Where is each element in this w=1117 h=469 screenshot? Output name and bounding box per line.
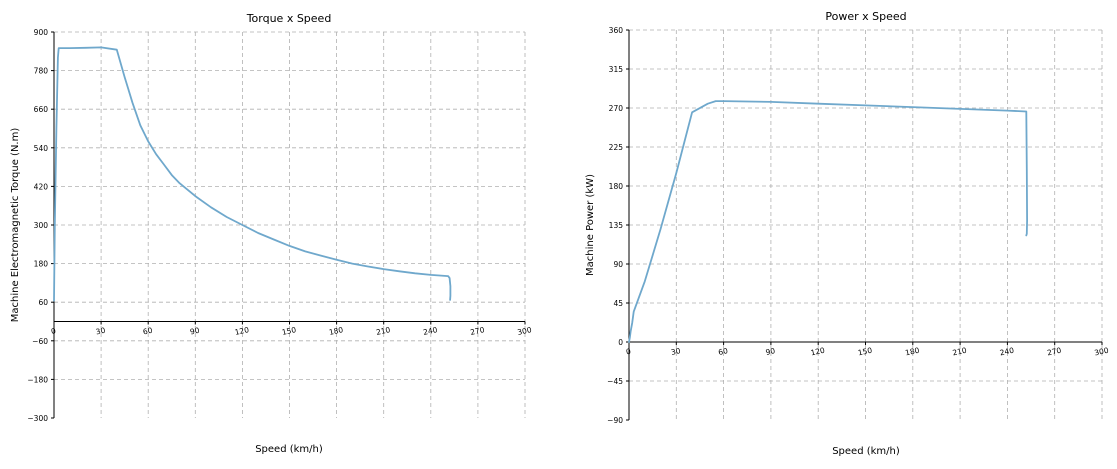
torque-y-tick-label: 660 [34,105,49,114]
torque-tick-labels: −300 −180 −60 60 180 300 420 540 660 780 900 0 30 60 9… [27,28,532,423]
torque-x-tick-label: 90 [189,326,200,337]
torque-y-tick-label: −180 [27,375,48,384]
torque-y-axis-label: Machine Electromagnetic Torque (N.m) [10,128,21,323]
torque-grid [54,31,526,418]
power-chart-title: Power x Speed [825,10,906,23]
power-x-tick-label: 270 [1046,346,1062,358]
torque-y-tick-label: 540 [34,144,49,153]
power-y-tick-label: −45 [607,377,623,386]
power-x-tick-label: 180 [904,346,920,358]
power-y-tick-label: 45 [613,299,623,308]
torque-x-tick-label: 60 [142,326,153,337]
power-x-tick-label: 0 [625,347,632,357]
power-y-axis-label: Machine Power (kW) [585,174,596,276]
power-x-tick-label: 90 [765,346,776,357]
torque-y-tick-label: −60 [32,337,48,346]
power-series [628,100,1028,343]
power-x-tick-label: 120 [810,346,826,358]
torque-x-tick-label: 0 [50,326,57,336]
power-series-line [628,100,1028,343]
torque-y-tick-label: 900 [34,28,49,37]
torque-chart-title: Torque x Speed [246,12,332,25]
torque-x-tick-label: 150 [281,325,297,337]
power-axes [626,29,1103,421]
power-x-tick-label: 30 [670,346,681,357]
power-y-tick-label: 90 [613,260,623,269]
torque-series [53,46,452,302]
power-y-tick-label: 135 [609,221,624,230]
power-y-tick-label: 0 [618,338,623,347]
torque-x-tick-label: 180 [328,325,344,337]
torque-x-axis-label: Speed (km/h) [255,444,323,455]
torque-x-tick-label: 120 [234,325,250,337]
torque-series-line [53,46,452,302]
power-grid [629,29,1103,420]
torque-speed-chart: Torque x Speed Speed (km/h) Machine Elec… [10,12,533,455]
power-y-tick-label: 225 [609,143,624,152]
torque-y-tick-label: 420 [34,182,49,191]
torque-y-tick-label: 780 [34,67,49,76]
power-y-tick-label: 360 [609,26,624,35]
power-x-tick-label: 150 [857,346,873,358]
power-x-axis-label: Speed (km/h) [832,446,900,457]
torque-y-tick-label: 300 [34,221,49,230]
torque-x-tick-label: 30 [95,326,106,337]
power-tick-labels: −90 −45 0 45 90 135 180 225 270 315 360 0 30 60 90 120 1… [607,26,1109,425]
power-x-tick-label: 210 [952,346,968,358]
power-y-tick-label: 270 [609,104,624,113]
torque-y-tick-label: −300 [27,414,48,423]
torque-x-tick-label: 240 [422,325,438,337]
torque-y-tick-label: 180 [34,260,49,269]
power-speed-chart: Power x Speed Speed (km/h) Machine Power… [585,10,1110,457]
power-y-tick-label: 315 [609,65,624,74]
torque-x-tick-label: 210 [375,325,391,337]
torque-x-tick-label: 300 [517,325,533,337]
power-x-tick-label: 300 [1094,346,1110,358]
power-x-tick-label: 240 [999,346,1015,358]
power-y-tick-label: 180 [609,182,624,191]
power-x-tick-label: 60 [717,346,728,357]
torque-x-tick-label: 270 [469,325,485,337]
torque-y-tick-label: 60 [38,298,48,307]
power-y-tick-label: −90 [607,416,623,425]
